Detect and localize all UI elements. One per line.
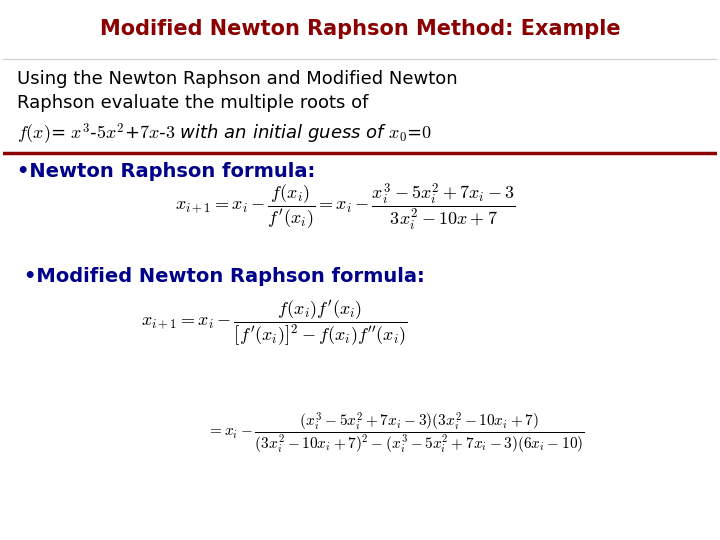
Text: $f(x)$= $x^3$-$5x^2$+$7x$-$3$ with an initial guess of $x_0$=$0$: $f(x)$= $x^3$-$5x^2$+$7x$-$3$ with an in…: [17, 122, 432, 147]
Text: $= x_i - \dfrac{(x_i^3 - 5x_i^2 + 7x_i - 3)(3x_i^2 - 10x_i + 7)}{(3x_i^2 - 10x_i: $= x_i - \dfrac{(x_i^3 - 5x_i^2 + 7x_i -…: [207, 411, 585, 455]
Text: Raphson evaluate the multiple roots of: Raphson evaluate the multiple roots of: [17, 93, 369, 112]
Text: $x_{i+1} = x_i - \dfrac{f(x_i)f^{\prime}(x_i)}{\left[f^{\prime}(x_i)\right]^2 - : $x_{i+1} = x_i - \dfrac{f(x_i)f^{\prime}…: [141, 299, 408, 348]
Text: •Modified Newton Raphson formula:: •Modified Newton Raphson formula:: [24, 267, 425, 286]
Text: •Newton Raphson formula:: •Newton Raphson formula:: [17, 161, 315, 180]
Text: Using the Newton Raphson and Modified Newton: Using the Newton Raphson and Modified Ne…: [17, 70, 458, 87]
Text: Modified Newton Raphson Method: Example: Modified Newton Raphson Method: Example: [99, 19, 621, 39]
Text: $x_{i+1} = x_i - \dfrac{f(x_i)}{f^{\prime}(x_i)} = x_i - \dfrac{x_i^3 - 5x_i^2 +: $x_{i+1} = x_i - \dfrac{f(x_i)}{f^{\prim…: [175, 181, 516, 232]
